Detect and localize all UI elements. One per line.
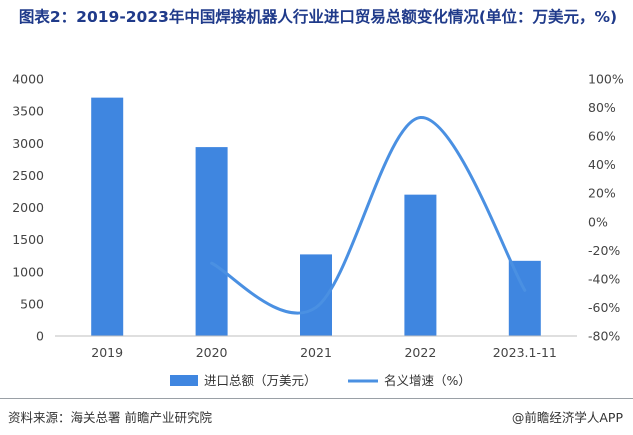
bar	[91, 97, 124, 336]
chart-title: 图表2：2019-2023年中国焊接机器人行业进口贸易总额变化情况(单位：万美元…	[18, 8, 618, 26]
left-axis-tick-label: 1000	[12, 264, 44, 279]
right-axis-tick-label: -60%	[588, 300, 620, 315]
right-axis-tick-label: 80%	[588, 100, 616, 115]
bar	[404, 194, 437, 336]
left-axis-tick-label: 1500	[12, 232, 44, 247]
x-axis-tick-label: 2022	[404, 345, 436, 360]
x-axis-tick-label: 2020	[196, 345, 228, 360]
x-axis-tick-label: 2023.1-11	[493, 345, 557, 360]
combo-chart: 0 500 1000 1500 2000 2500 3000 3500 4000 -80% -60…	[12, 72, 624, 389]
bar	[195, 147, 228, 336]
right-axis-tick-label: 40%	[588, 157, 616, 172]
footer: 资料来源：海关总署 前瞻产业研究院 @前瞻经济学人APP	[0, 398, 633, 435]
right-axis-tick-label: 60%	[588, 129, 616, 144]
left-axis-tick-label: 2500	[12, 168, 44, 183]
left-axis-tick-label: 3000	[12, 136, 44, 151]
right-axis-tick-label: 100%	[588, 72, 624, 87]
x-axis-tick-label: 2019	[91, 345, 123, 360]
bar	[508, 260, 541, 336]
growth-rate-line	[210, 116, 527, 315]
right-axis-tick-label: -20%	[588, 243, 620, 258]
left-axis-tick-label: 3500	[12, 104, 44, 119]
right-axis-tick-label: 0%	[588, 214, 608, 229]
right-axis-tick-label: -40%	[588, 271, 620, 286]
left-axis-tick-label: 4000	[12, 72, 44, 87]
legend-line-label: 名义增速（%）	[384, 373, 471, 388]
legend-bar-label: 进口总额（万美元）	[204, 373, 317, 388]
left-axis-tick-label: 0	[36, 329, 44, 344]
right-axis-tick-label: 20%	[588, 186, 616, 201]
left-axis-tick-label: 500	[20, 296, 44, 311]
x-axis-tick-label: 2021	[300, 345, 332, 360]
legend-bar-swatch	[170, 375, 198, 386]
left-axis-tick-label: 2000	[12, 200, 44, 215]
legend: 进口总额（万美元） 名义增速（%）	[170, 373, 471, 388]
right-axis-tick-label: -80%	[588, 329, 620, 344]
source-note: 资料来源：海关总署 前瞻产业研究院	[8, 410, 212, 425]
brand-label: @前瞻经济学人APP	[511, 410, 623, 425]
